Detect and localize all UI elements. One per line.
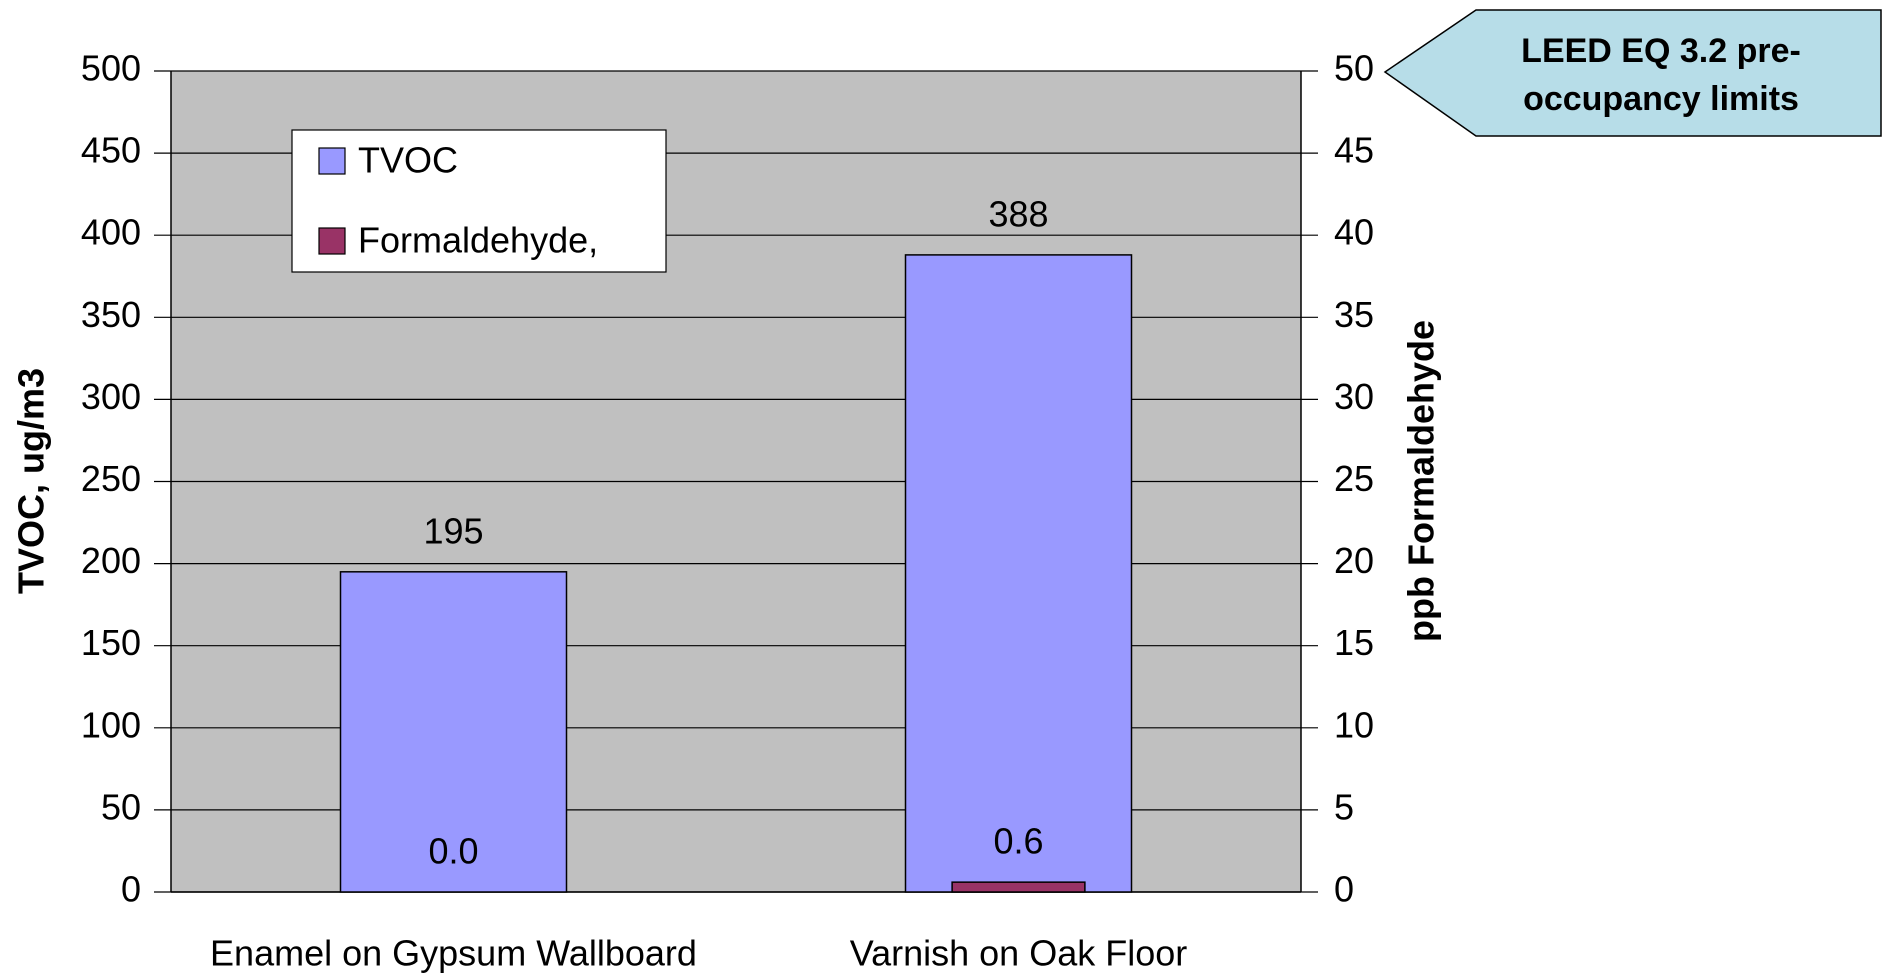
- legend-swatch: [318, 147, 346, 175]
- x-tick-label: Varnish on Oak Floor: [850, 933, 1187, 974]
- callout: [1383, 9, 1882, 137]
- annotation: occupancy limits: [1523, 80, 1799, 118]
- y2-tick-label: 5: [1334, 786, 1354, 827]
- y2-tick-label: 25: [1334, 458, 1374, 499]
- y2-tick-label: 40: [1334, 212, 1374, 253]
- data-label: 388: [988, 193, 1048, 234]
- y-tick-label: 300: [81, 376, 141, 417]
- legend-box: [291, 129, 667, 273]
- y-tick-label: 200: [81, 540, 141, 581]
- y2-tick-label: 45: [1334, 130, 1374, 171]
- y-tick-label: 250: [81, 458, 141, 499]
- y-tick-label: 400: [81, 212, 141, 253]
- y2-tick-label: 20: [1334, 540, 1374, 581]
- annotation: LEED EQ 3.2 pre-: [1521, 32, 1801, 70]
- y2-tick-label: 0: [1334, 869, 1354, 910]
- x-tick-label: Enamel on Gypsum Wallboard: [210, 933, 697, 974]
- data-label: 0.0: [428, 831, 478, 872]
- y2-tick-label: 10: [1334, 704, 1374, 745]
- y-tick-label: 500: [81, 48, 141, 89]
- y-axis-title: TVOC, ug/m3: [11, 368, 52, 594]
- y2-axis-title: ppb Formaldehyde: [1401, 320, 1442, 642]
- y2-tick-label: 30: [1334, 376, 1374, 417]
- bar: [951, 881, 1086, 893]
- y-tick-label: 100: [81, 704, 141, 745]
- y2-tick-label: 50: [1334, 48, 1374, 89]
- y-tick-label: 150: [81, 622, 141, 663]
- bar: [904, 254, 1133, 893]
- data-label: 195: [423, 510, 483, 551]
- legend-label: TVOC: [358, 140, 458, 181]
- y-tick-label: 0: [121, 869, 141, 910]
- data-label: 0.6: [993, 821, 1043, 862]
- y2-tick-label: 35: [1334, 294, 1374, 335]
- legend-swatch: [318, 227, 346, 255]
- y-tick-label: 350: [81, 294, 141, 335]
- legend-label: Formaldehyde,: [358, 220, 598, 261]
- y-tick-label: 50: [101, 786, 141, 827]
- y-tick-label: 450: [81, 130, 141, 171]
- y2-tick-label: 15: [1334, 622, 1374, 663]
- bar: [339, 571, 568, 893]
